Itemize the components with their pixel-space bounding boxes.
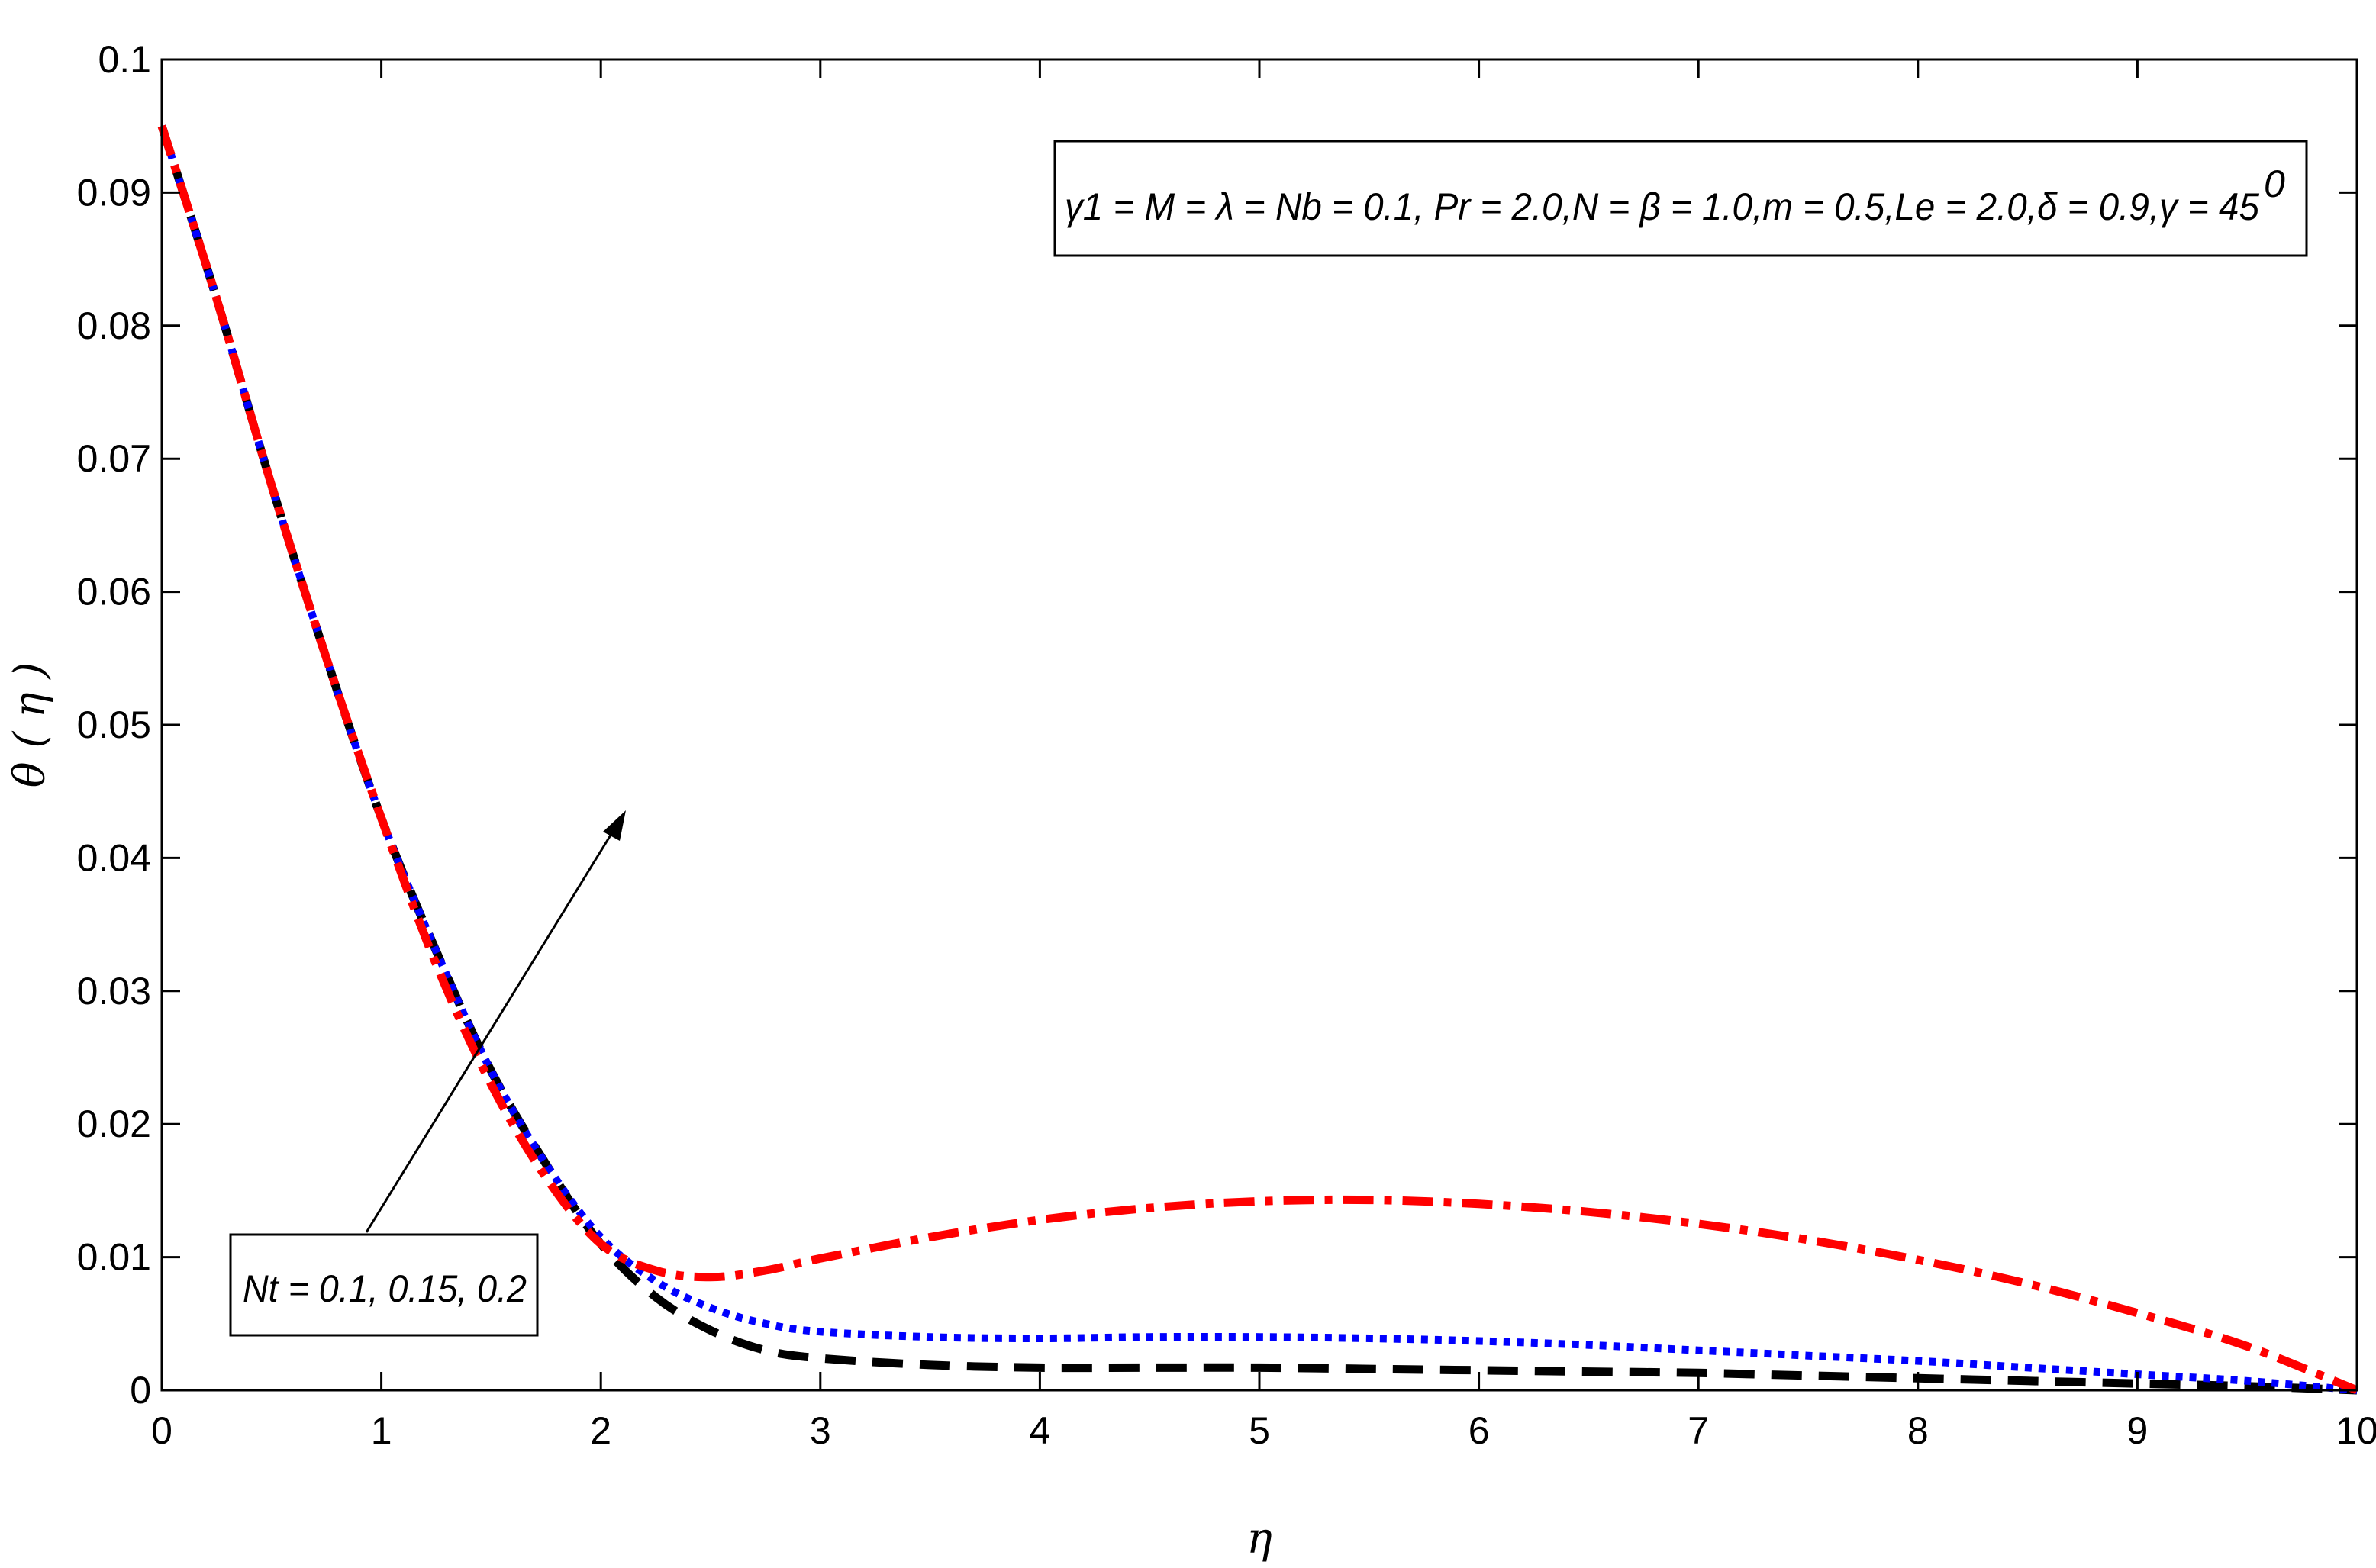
y-axis-title: θ ( η ) — [5, 662, 55, 787]
x-tick-label: 0 — [151, 1409, 172, 1452]
y-tick-label: 0.1 — [98, 38, 151, 81]
x-tick-label: 10 — [2336, 1409, 2376, 1452]
parameters-box-superscript: 0 — [2264, 163, 2285, 205]
parameters-box-text: γ1 = M = λ = Nb = 0.1, Pr = 2.0,N = β = … — [1065, 185, 2259, 228]
nt-annotation: Nt = 0.1, 0.15, 0.2 — [229, 810, 626, 1337]
y-tick-label: 0.03 — [77, 970, 151, 1013]
y-tick-label: 0.07 — [77, 437, 151, 480]
y-tick-label: 0.02 — [77, 1103, 151, 1145]
series-line-dotted — [158, 124, 2358, 1394]
series-layer — [157, 124, 2359, 1395]
x-tick-label: 4 — [1029, 1409, 1050, 1452]
y-tick-label: 0 — [130, 1369, 151, 1412]
x-tick-label: 7 — [1688, 1409, 1709, 1452]
parameters-box: γ1 = M = λ = Nb = 0.1, Pr = 2.0,N = β = … — [1053, 140, 2308, 257]
x-tick-label: 8 — [1907, 1409, 1929, 1452]
x-tick-label: 3 — [810, 1409, 831, 1452]
annotation-arrowhead — [603, 810, 626, 841]
x-axis-title: η — [1246, 1514, 1272, 1563]
y-tick-label: 0.01 — [77, 1236, 151, 1279]
x-tick-label: 6 — [1468, 1409, 1490, 1452]
x-axis-ticks: 0 1 2 3 4 5 6 7 8 9 10 — [151, 60, 2376, 1452]
y-tick-label: 0.09 — [77, 171, 151, 214]
y-tick-label: 0.05 — [77, 704, 151, 746]
y-axis-ticks: 0 0.01 0.02 0.03 0.04 0.05 0.06 0.07 0.08 0.09 0.1 — [77, 38, 2357, 1412]
y-tick-label: 0.04 — [77, 836, 151, 879]
parameters-box-frame — [1053, 140, 2308, 257]
x-tick-label: 9 — [2126, 1409, 2148, 1452]
x-tick-label: 2 — [590, 1409, 611, 1452]
annotation-arrow-shaft — [365, 819, 621, 1233]
annotation-box-frame — [229, 1233, 539, 1337]
annotation-text: Nt = 0.1, 0.15, 0.2 — [243, 1267, 527, 1310]
y-tick-label: 0.06 — [77, 571, 151, 613]
x-tick-label: 1 — [371, 1409, 392, 1452]
x-tick-label: 5 — [1249, 1409, 1270, 1452]
series-line-dash-dot — [157, 124, 2359, 1395]
y-tick-label: 0.08 — [77, 304, 151, 347]
